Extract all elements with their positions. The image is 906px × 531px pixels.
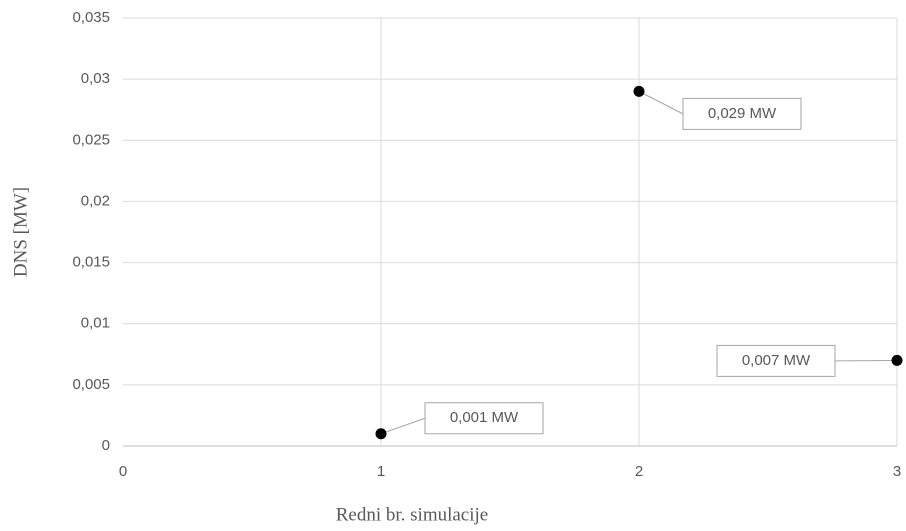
data-label: 0,007 MW [742,352,811,369]
label-box [424,402,544,435]
leader-line [834,359,898,362]
x-tick-label: 0 [119,463,127,480]
x-axis-title: Redni br. simulacije [336,504,489,525]
data-label: 0,029 MW [708,105,777,122]
leader-line [638,90,684,115]
point [633,85,645,97]
point [375,428,387,440]
x-tick-label: 1 [377,463,385,480]
x-tick-label: 2 [635,463,643,480]
point [891,354,903,366]
y-axis-title: DNS [MW] [10,187,31,277]
y-tick-label: 0,03 [81,70,110,87]
y-tick-label: 0,015 [72,254,110,271]
y-tick-label: 0,025 [72,131,110,148]
y-tick-label: 0,035 [72,9,110,26]
label-box [682,97,802,130]
y-tick-label: 0,02 [81,192,110,209]
y-tick-label: 0,005 [72,376,110,393]
y-tick-label: 0 [102,437,110,454]
label-box [716,344,836,377]
data-label: 0,001 MW [450,409,519,426]
x-tick-label: 3 [893,463,901,480]
y-tick-label: 0,01 [81,315,110,332]
leader-line [380,417,426,435]
